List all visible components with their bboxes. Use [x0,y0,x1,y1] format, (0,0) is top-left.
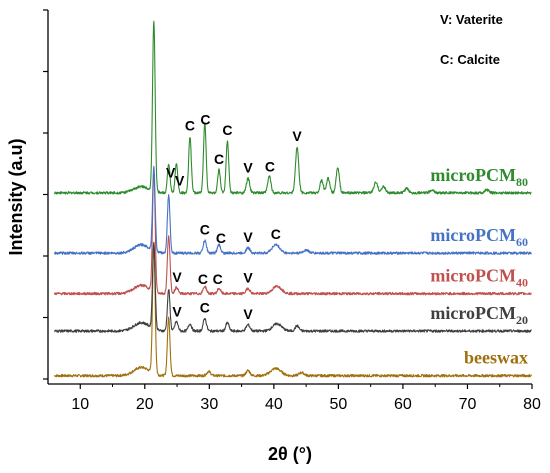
plot-frame [47,10,532,385]
peak-label: V [175,173,185,189]
x-tick-label: 20 [136,396,154,413]
peak-label: C [198,271,208,287]
x-tick-label: 40 [265,396,283,413]
series-line-microPCM20 [53,241,532,333]
peak-label: C [200,112,210,128]
x-axis-ticks: 10 20 30 40 50 60 70 80 [71,384,541,413]
peak-label: V [243,159,253,175]
series-label-microPCM40: microPCM40 [430,266,528,290]
peak-label: C [222,122,232,138]
y-axis-ticks [43,9,48,380]
x-tick-label: 10 [71,396,89,413]
x-tick-label: 60 [394,396,412,413]
x-tick-label: 50 [330,396,348,413]
series-label-beeswax: beeswax [464,348,528,368]
peak-label: C [200,300,210,316]
peak-label: C [213,271,223,287]
peak-label: C [214,151,224,167]
series-labels: beeswax microPCM20 microPCM40 microPCM60 mic… [430,165,528,368]
legend-entry: C: Calcite [440,52,500,67]
series-line-microPCM60 [53,165,532,255]
series-line-microPCM80 [53,20,532,195]
series-lines [53,20,532,378]
series-label-microPCM80: microPCM80 [430,165,528,189]
legend-entry: V: Vaterite [440,12,503,27]
peak-label: C [271,226,281,242]
x-tick-label: 70 [459,396,477,413]
peak-label: C [265,159,275,175]
x-tick-label: 30 [200,396,218,413]
peak-label: V [292,128,302,144]
peak-label: C [185,118,195,134]
x-tick-label: 80 [523,396,541,413]
peak-label: V [243,306,253,322]
y-axis-title: Intensity (a.u) [6,138,26,255]
series-line-beeswax [54,243,532,378]
peak-label: V [166,164,176,180]
peak-label: V [243,229,253,245]
peak-label: C [200,222,210,238]
series-label-microPCM60: microPCM60 [430,225,528,249]
legend: V: Vaterite C: Calcite [440,12,503,67]
series-label-microPCM20: microPCM20 [430,303,528,327]
peak-label: C [216,230,226,246]
x-axis-title: 2θ (°) [268,444,312,464]
peak-label: V [172,269,182,285]
series-line-microPCM40 [53,170,532,296]
peak-label: V [243,269,253,285]
peak-label: V [172,303,182,319]
